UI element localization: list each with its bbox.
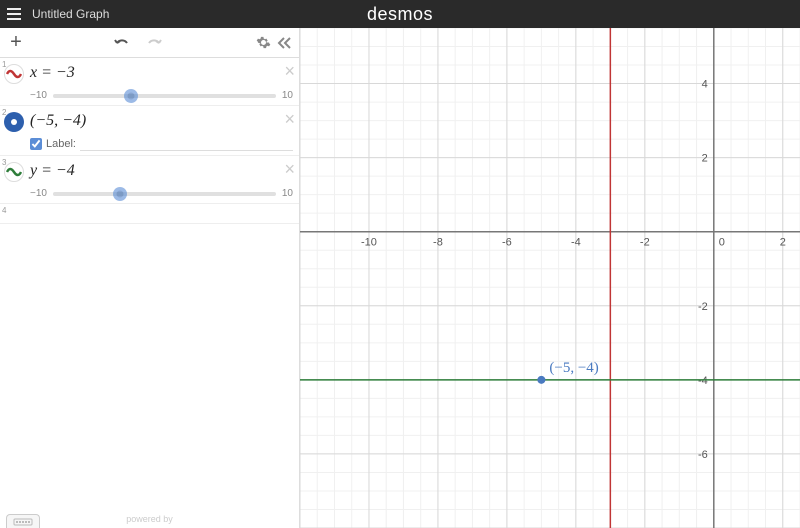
- slider-min[interactable]: −10: [30, 188, 47, 199]
- menu-icon[interactable]: [0, 0, 28, 28]
- svg-text:2: 2: [702, 153, 708, 165]
- expression-toolbar: +: [0, 28, 299, 58]
- svg-text:-10: -10: [361, 237, 377, 249]
- expression-panel: + 1 × x = −3 −10: [0, 28, 300, 528]
- slider[interactable]: −10 10: [30, 188, 293, 199]
- expression-formula[interactable]: (−5, −4): [30, 112, 293, 130]
- expression-formula[interactable]: x = −3: [30, 64, 293, 82]
- expression-row[interactable]: 3 × y = −4 −10 10: [0, 156, 299, 204]
- close-icon[interactable]: ×: [284, 62, 295, 80]
- collapse-panel-icon[interactable]: [277, 36, 293, 50]
- slider-track[interactable]: [53, 94, 276, 98]
- redo-icon[interactable]: [145, 36, 163, 50]
- expression-row-empty[interactable]: 4: [0, 204, 299, 224]
- label-caption: Label:: [46, 138, 76, 150]
- add-expression-button[interactable]: +: [6, 31, 26, 54]
- slider-max[interactable]: 10: [282, 90, 293, 101]
- svg-text:2: 2: [780, 237, 786, 249]
- expression-index: 4: [2, 206, 6, 215]
- expression-list: 1 × x = −3 −10 10 2 ×: [0, 58, 299, 510]
- label-input[interactable]: [80, 136, 293, 151]
- expression-color-icon[interactable]: [4, 162, 24, 182]
- close-icon[interactable]: ×: [284, 160, 295, 178]
- keyboard-toggle[interactable]: [6, 514, 40, 528]
- desmos-logo: desmos: [367, 4, 433, 25]
- powered-by-text: powered by: [0, 510, 299, 528]
- slider-min[interactable]: −10: [30, 90, 47, 101]
- svg-text:-2: -2: [640, 237, 650, 249]
- undo-icon[interactable]: [113, 36, 131, 50]
- svg-text:0: 0: [719, 237, 725, 249]
- svg-text:-6: -6: [502, 237, 512, 249]
- svg-text:(−5, −4): (−5, −4): [549, 360, 598, 376]
- label-checkbox[interactable]: [30, 138, 42, 150]
- svg-text:-4: -4: [698, 375, 708, 387]
- svg-text:-4: -4: [571, 237, 581, 249]
- svg-text:4: 4: [702, 79, 708, 91]
- expression-formula[interactable]: y = −4: [30, 162, 293, 180]
- expression-row[interactable]: 1 × x = −3 −10 10: [0, 58, 299, 106]
- graph-title[interactable]: Untitled Graph: [32, 7, 109, 21]
- close-icon[interactable]: ×: [284, 110, 295, 128]
- slider-track[interactable]: [53, 192, 276, 196]
- svg-text:-8: -8: [433, 237, 443, 249]
- slider[interactable]: −10 10: [30, 90, 293, 101]
- graph-canvas[interactable]: -10 -8 -6 -4 -2 0 2 -6 -4 -2 2 4 (−5, −4): [300, 28, 800, 528]
- slider-max[interactable]: 10: [282, 188, 293, 199]
- expression-color-icon[interactable]: [4, 64, 24, 84]
- app-header: Untitled Graph desmos: [0, 0, 800, 28]
- svg-text:-6: -6: [698, 449, 708, 461]
- settings-icon[interactable]: [256, 35, 271, 50]
- svg-text:-2: -2: [698, 301, 708, 313]
- expression-row[interactable]: 2 × (−5, −4) Label:: [0, 106, 299, 156]
- expression-color-icon[interactable]: [4, 112, 24, 132]
